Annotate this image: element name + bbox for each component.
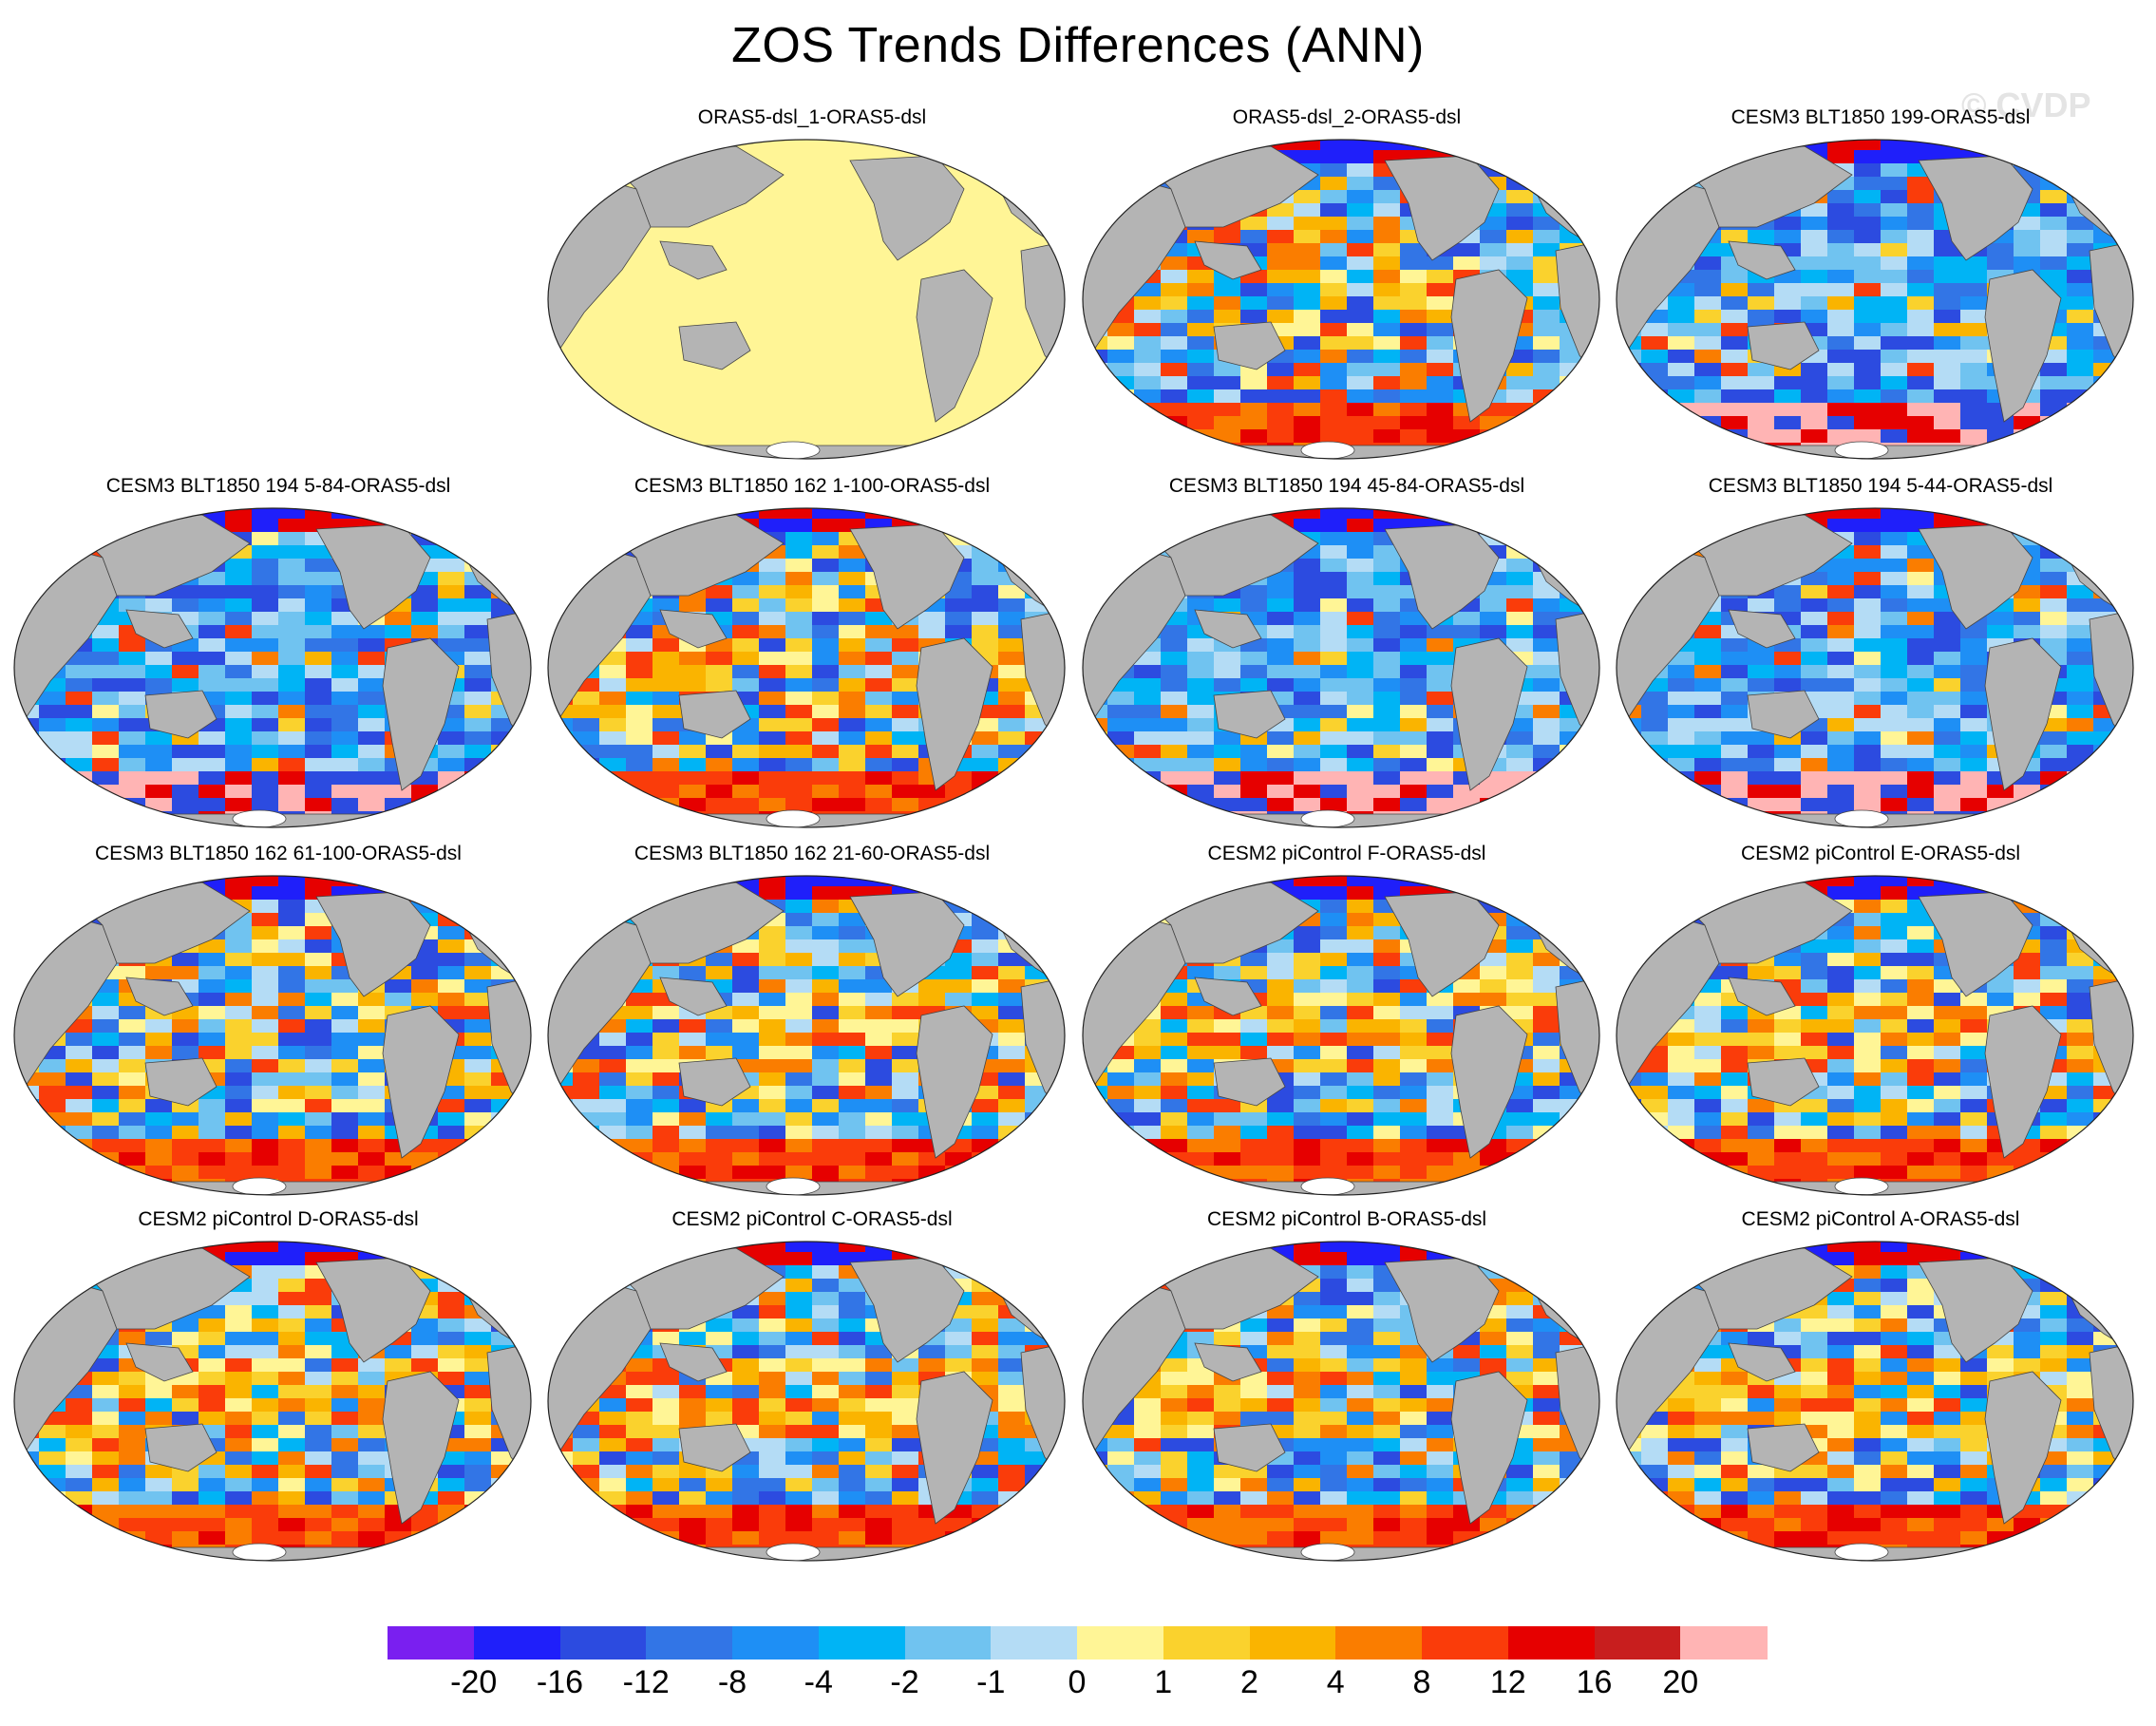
map-panel: CESM2 piControl E-ORAS5-dsl (1615, 843, 2147, 1204)
panel-title: CESM2 piControl F-ORAS5-dsl (1207, 843, 1486, 864)
world-map (547, 875, 1066, 1196)
world-map (13, 507, 532, 828)
colorbar-tick-label: 12 (1489, 1664, 1526, 1700)
colorbar-tick-label: 8 (1412, 1664, 1431, 1700)
colorbar-tick-label: -20 (450, 1664, 498, 1700)
world-map (1082, 507, 1600, 828)
map-panel: CESM2 piControl D-ORAS5-dsl (12, 1208, 544, 1569)
world-map (1616, 139, 2134, 460)
world-map (13, 875, 532, 1196)
colorbar-tick-label: -8 (717, 1664, 747, 1700)
panel-title: CESM2 piControl B-ORAS5-dsl (1206, 1208, 1487, 1230)
colorbar-tick-label: -16 (536, 1664, 584, 1700)
colorbar-swatch (1077, 1626, 1164, 1660)
colorbar-swatch (1680, 1626, 1768, 1660)
map-panel: CESM3 BLT1850 194 5-44-ORAS5-dsl (1615, 475, 2147, 836)
map-panel: CESM3 BLT1850 194 45-84-ORAS5-dsl (1081, 475, 1613, 836)
world-map (13, 1241, 532, 1562)
colorbar-swatch (646, 1626, 733, 1660)
colorbar-tick-label: 2 (1240, 1664, 1258, 1700)
panel-title: CESM3 BLT1850 194 5-44-ORAS5-dsl (1708, 475, 2053, 497)
world-map (1082, 875, 1600, 1196)
map-panel: CESM2 piControl F-ORAS5-dsl (1081, 843, 1613, 1204)
colorbar-swatch (1507, 1626, 1595, 1660)
panel-title: CESM2 piControl C-ORAS5-dsl (671, 1208, 953, 1230)
panel-title: CESM3 BLT1850 199-ORAS5-dsl (1730, 106, 2031, 128)
map-panel: ORAS5-dsl_1-ORAS5-dsl (546, 106, 1078, 467)
colorbar-swatch (1594, 1626, 1681, 1660)
colorbar-tick-label: -1 (976, 1664, 1006, 1700)
panel-title: CESM2 piControl A-ORAS5-dsl (1741, 1208, 2020, 1230)
map-panel: CESM2 piControl C-ORAS5-dsl (546, 1208, 1078, 1569)
panel-title: CESM3 BLT1850 162 1-100-ORAS5-dsl (634, 475, 991, 497)
colorbar-swatch (904, 1626, 992, 1660)
colorbar-tick-label: -12 (622, 1664, 670, 1700)
colorbar-tick-label: 1 (1154, 1664, 1173, 1700)
world-map (547, 507, 1066, 828)
world-map (1082, 139, 1600, 460)
map-panel: CESM2 piControl B-ORAS5-dsl (1081, 1208, 1613, 1569)
panel-title: ORAS5-dsl_2-ORAS5-dsl (1232, 106, 1462, 128)
colorbar (388, 1626, 1768, 1660)
world-map (547, 139, 1066, 460)
world-map (1082, 1241, 1600, 1562)
colorbar-tick-label: 20 (1662, 1664, 1699, 1700)
map-panel: CESM3 BLT1850 162 1-100-ORAS5-dsl (546, 475, 1078, 836)
colorbar-swatch (991, 1626, 1078, 1660)
panel-title: CESM3 BLT1850 162 21-60-ORAS5-dsl (634, 843, 991, 864)
panel-title: CESM2 piControl E-ORAS5-dsl (1740, 843, 2021, 864)
map-panel: CESM3 BLT1850 162 61-100-ORAS5-dsl (12, 843, 544, 1204)
panel-title: ORAS5-dsl_1-ORAS5-dsl (697, 106, 927, 128)
colorbar-tick-label: 4 (1326, 1664, 1345, 1700)
colorbar-tick-label: -4 (804, 1664, 833, 1700)
panel-title: CESM3 BLT1850 194 5-84-ORAS5-dsl (105, 475, 451, 497)
colorbar-tick-label: 0 (1068, 1664, 1087, 1700)
colorbar-swatch (473, 1626, 560, 1660)
colorbar-swatch (559, 1626, 647, 1660)
world-map (547, 1241, 1066, 1562)
colorbar-swatch (1422, 1626, 1509, 1660)
map-panel: ORAS5-dsl_2-ORAS5-dsl (1081, 106, 1613, 467)
map-panel: CESM2 piControl A-ORAS5-dsl (1615, 1208, 2147, 1569)
colorbar-swatch (818, 1626, 905, 1660)
world-map (1616, 875, 2134, 1196)
map-panel: CESM3 BLT1850 194 5-84-ORAS5-dsl (12, 475, 544, 836)
panel-title: CESM3 BLT1850 162 61-100-ORAS5-dsl (95, 843, 462, 864)
colorbar-tick-label: 16 (1576, 1664, 1613, 1700)
map-panel: CESM3 BLT1850 199-ORAS5-dsl (1615, 106, 2147, 467)
panel-title: CESM2 piControl D-ORAS5-dsl (138, 1208, 419, 1230)
watermark: © CVDP (1961, 85, 2091, 124)
colorbar-swatch (1163, 1626, 1250, 1660)
colorbar-swatch (388, 1626, 475, 1660)
colorbar-swatch (732, 1626, 820, 1660)
map-panel: CESM3 BLT1850 162 21-60-ORAS5-dsl (546, 843, 1078, 1204)
colorbar-tick-label: -2 (890, 1664, 919, 1700)
colorbar-swatch (1335, 1626, 1423, 1660)
figure-title: ZOS Trends Differences (ANN) (731, 18, 1425, 73)
colorbar-swatch (1249, 1626, 1336, 1660)
panel-title: CESM3 BLT1850 194 45-84-ORAS5-dsl (1168, 475, 1525, 497)
world-map (1616, 507, 2134, 828)
world-map (1616, 1241, 2134, 1562)
